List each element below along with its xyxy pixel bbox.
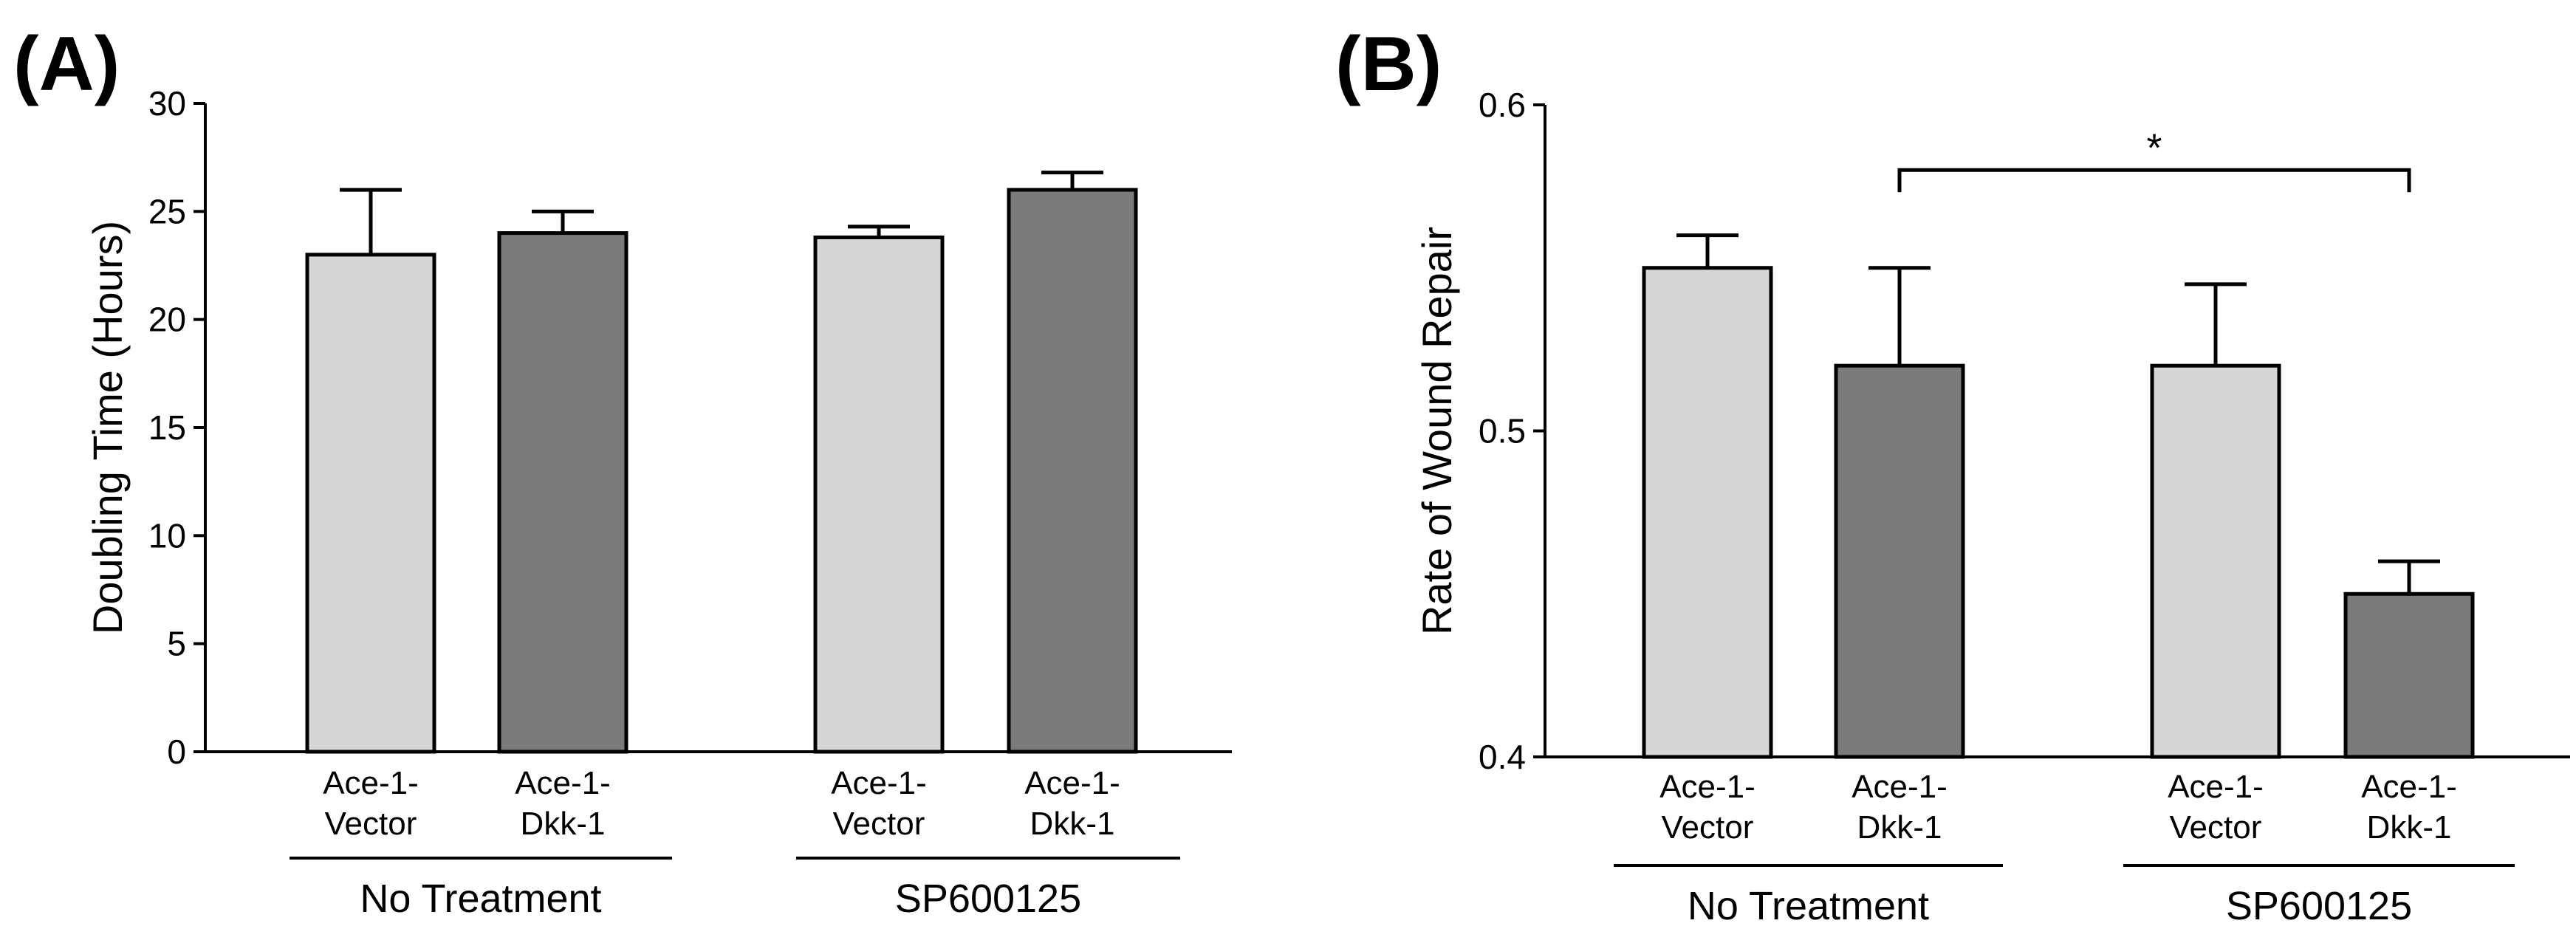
category-label: Vector — [833, 806, 925, 842]
bar — [1642, 266, 1773, 759]
y-tick-label: 15 — [148, 408, 186, 447]
significance-bracket — [1897, 168, 2411, 193]
significance-label: * — [2146, 126, 2162, 170]
panel-b: (B) 0.4 0.5 0.6 Rate of Wound Repair Ace-1- Ve… — [1335, 21, 2570, 928]
panel-label: (A) — [13, 21, 120, 107]
panel-label: (B) — [1335, 21, 1442, 107]
panel-a: (A) 0 5 10 15 20 25 30 Doubling Time (Hours) Ace-… — [13, 21, 1232, 921]
bar — [497, 231, 628, 754]
category-label: Ace-1- — [2361, 769, 2457, 805]
category-label: Ace-1- — [1024, 765, 1120, 801]
category-label: Dkk-1 — [1857, 809, 1942, 846]
bar — [1834, 363, 1965, 759]
y-axis-label: Rate of Wound Repair — [1414, 227, 1460, 635]
bar — [1007, 188, 1138, 754]
category-label: Vector — [1662, 809, 1754, 846]
y-tick-label: 20 — [148, 301, 186, 339]
bar — [2343, 591, 2475, 759]
y-tick-label: 0 — [167, 733, 186, 771]
category-label: Dkk-1 — [1030, 806, 1115, 842]
category-label: Ace-1- — [2168, 769, 2264, 805]
y-tick-label: 30 — [148, 84, 186, 123]
category-label: Ace-1- — [831, 765, 927, 801]
y-tick-label: 25 — [148, 192, 186, 230]
y-tick-label: 5 — [167, 625, 186, 663]
group-label: No Treatment — [1688, 884, 1929, 928]
category-label: Ace-1- — [323, 765, 419, 801]
bar — [813, 235, 945, 754]
group-label: SP600125 — [2226, 884, 2412, 928]
bar — [2150, 363, 2281, 759]
group-label: SP600125 — [895, 877, 1081, 921]
group-label: No Treatment — [360, 877, 601, 921]
category-label: Ace-1- — [515, 765, 611, 801]
category-label: Ace-1- — [1659, 769, 1755, 805]
y-tick-label: 0.5 — [1479, 412, 1526, 450]
y-tick-label: 0.6 — [1479, 86, 1526, 124]
bar — [305, 253, 436, 754]
category-label: Dkk-1 — [2367, 809, 2452, 846]
y-axis-label: Doubling Time (Hours) — [84, 221, 131, 634]
category-label: Vector — [2170, 809, 2262, 846]
y-tick-label: 0.4 — [1479, 738, 1526, 776]
y-tick-label: 10 — [148, 516, 186, 555]
category-label: Ace-1- — [1852, 769, 1948, 805]
category-label: Vector — [325, 806, 417, 842]
category-label: Dkk-1 — [521, 806, 606, 842]
